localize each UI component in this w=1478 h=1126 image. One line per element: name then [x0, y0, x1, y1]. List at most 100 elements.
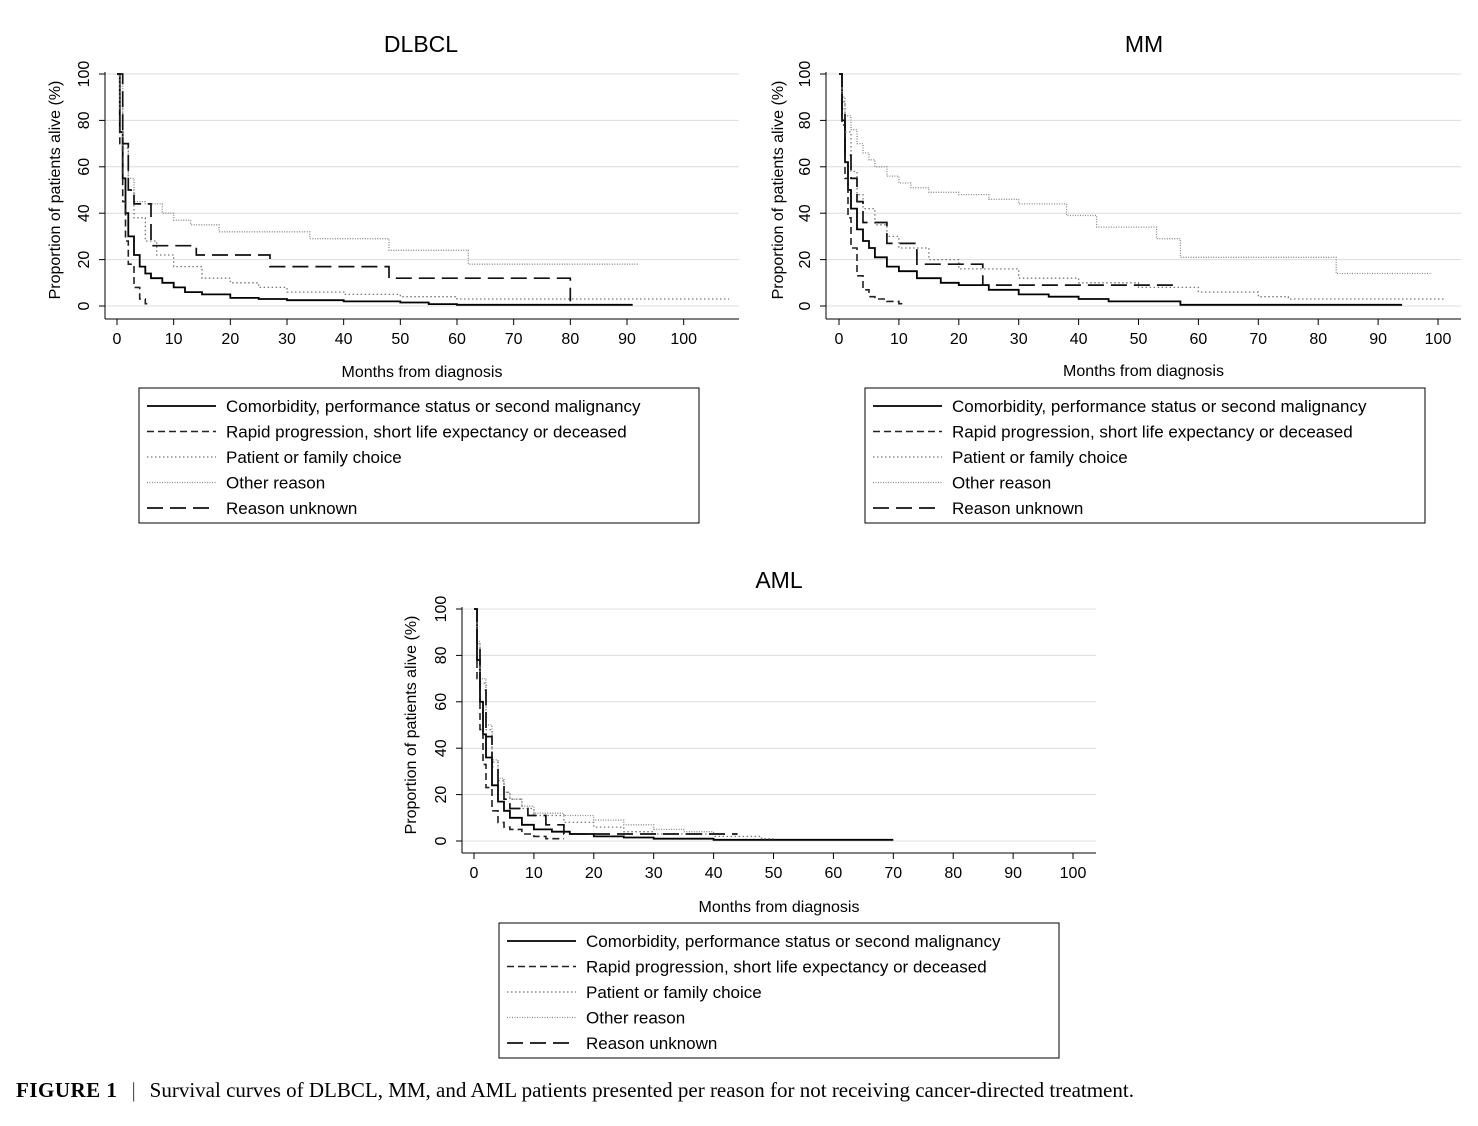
y-axis-label: Proportion of patients alive (%): [770, 81, 787, 300]
legend-label: Other reason: [586, 1009, 685, 1028]
x-tick-label: 50: [391, 331, 409, 348]
x-tick-label: 80: [1309, 331, 1327, 348]
figure-label: FIGURE 1: [16, 1078, 118, 1102]
legend-label: Comorbidity, performance status or secon…: [226, 397, 641, 416]
legend: Comorbidity, performance status or secon…: [864, 387, 1426, 524]
series-line: [117, 73, 729, 300]
series-line: [839, 73, 1444, 300]
x-tick-label: 40: [1070, 331, 1088, 348]
x-tick-label: 0: [470, 865, 479, 882]
series-line: [117, 73, 149, 305]
y-tick-label: 80: [433, 646, 450, 664]
y-tick-label: 0: [797, 301, 814, 310]
legend-label: Comorbidity, performance status or secon…: [586, 932, 1001, 951]
chart-mm: 0 20 40 60 80 100 0 10 20 30 40 50 60 70 80 90 100 MM Mont…: [770, 31, 1461, 524]
series-line: [474, 608, 720, 835]
x-tick-label: 60: [448, 331, 466, 348]
legend-label: Rapid progression, short life expectancy…: [952, 423, 1353, 442]
caption-text: Survival curves of DLBCL, MM, and AML pa…: [149, 1078, 1134, 1102]
y-tick-label: 100: [76, 61, 93, 88]
x-tick-label: 20: [950, 331, 968, 348]
x-tick-label: 50: [1130, 331, 1148, 348]
series-line: [839, 73, 1175, 286]
y-tick-label: 20: [76, 251, 93, 269]
legend-label: Patient or family choice: [226, 448, 402, 467]
x-tick-label: 100: [1060, 865, 1087, 882]
x-tick-label: 10: [890, 331, 908, 348]
x-tick-label: 60: [1190, 331, 1208, 348]
y-tick-label: 20: [433, 786, 450, 804]
legend-label: Rapid progression, short life expectancy…: [586, 958, 987, 977]
x-tick-label: 70: [505, 331, 523, 348]
y-tick-label: 80: [797, 111, 814, 129]
y-axis-label: Proportion of patients alive (%): [403, 616, 420, 835]
x-tick-label: 50: [765, 865, 783, 882]
chart-title: MM: [1125, 31, 1163, 57]
legend-box: [138, 387, 700, 524]
x-tick-label: 60: [825, 865, 843, 882]
x-tick-label: 90: [1369, 331, 1387, 348]
legend-label: Patient or family choice: [952, 448, 1128, 467]
x-tick-label: 20: [585, 865, 603, 882]
x-tick-label: 30: [278, 331, 296, 348]
x-tick-label: 30: [1010, 331, 1028, 348]
legend-label: Reason unknown: [952, 499, 1083, 518]
x-tick-label: 90: [618, 331, 636, 348]
y-tick-label: 80: [76, 111, 93, 129]
y-tick-label: 100: [797, 61, 814, 88]
x-tick-label: 80: [944, 865, 962, 882]
x-tick-label: 20: [221, 331, 239, 348]
chart-title: AML: [755, 567, 803, 593]
legend-box: [864, 387, 1426, 524]
series-line: [117, 73, 639, 265]
legend-label: Other reason: [226, 474, 325, 493]
y-tick-label: 60: [797, 158, 814, 176]
series-line: [117, 73, 633, 306]
series-line: [474, 608, 564, 840]
x-tick-label: 70: [884, 865, 902, 882]
x-tick-label: 10: [525, 865, 543, 882]
legend-label: Other reason: [952, 474, 1051, 493]
y-axis-label: Proportion of patients alive (%): [47, 81, 64, 300]
legend-label: Patient or family choice: [586, 983, 762, 1002]
chart-title: DLBCL: [384, 31, 458, 57]
y-tick-label: 40: [797, 204, 814, 222]
chart-aml: 0 20 40 60 80 100 0 10 20 30 40 50 60 70 80 90 100 AML Mon…: [403, 567, 1096, 1059]
x-tick-label: 30: [645, 865, 663, 882]
x-tick-label: 100: [1425, 331, 1452, 348]
series-line: [474, 608, 774, 840]
legend-label: Reason unknown: [226, 499, 357, 518]
x-tick-label: 40: [335, 331, 353, 348]
y-tick-label: 40: [76, 204, 93, 222]
chart-dlbcl: 0 20 40 60 80 100 0 10 20 30 40 50 60 70 80 90 100 DLBCL M…: [47, 31, 739, 524]
series-line: [839, 73, 1432, 275]
x-tick-label: 70: [1249, 331, 1267, 348]
series-line: [839, 73, 1403, 306]
legend: Comorbidity, performance status or secon…: [498, 922, 1060, 1059]
legend-label: Reason unknown: [586, 1034, 717, 1053]
x-axis-label: Months from diagnosis: [1063, 363, 1224, 380]
x-axis-label: Months from diagnosis: [342, 364, 503, 381]
y-tick-label: 60: [433, 693, 450, 711]
legend-label: Rapid progression, short life expectancy…: [226, 423, 627, 442]
x-axis-label: Months from diagnosis: [699, 899, 860, 916]
y-tick-label: 0: [433, 836, 450, 845]
x-tick-label: 100: [670, 331, 697, 348]
x-tick-label: 80: [561, 331, 579, 348]
x-tick-label: 0: [113, 331, 122, 348]
series-line: [117, 73, 572, 302]
legend-box: [498, 922, 1060, 1059]
figure-caption: FIGURE 1 | Survival curves of DLBCL, MM, a…: [16, 1078, 1456, 1103]
y-tick-label: 0: [76, 301, 93, 310]
y-tick-label: 20: [797, 251, 814, 269]
caption-separator: |: [131, 1078, 136, 1102]
y-tick-label: 100: [433, 596, 450, 623]
x-tick-label: 0: [835, 331, 844, 348]
x-tick-label: 90: [1004, 865, 1022, 882]
y-tick-label: 60: [76, 158, 93, 176]
x-tick-label: 40: [705, 865, 723, 882]
legend: Comorbidity, performance status or secon…: [138, 387, 700, 524]
legend-label: Comorbidity, performance status or secon…: [952, 397, 1367, 416]
x-tick-label: 10: [165, 331, 183, 348]
